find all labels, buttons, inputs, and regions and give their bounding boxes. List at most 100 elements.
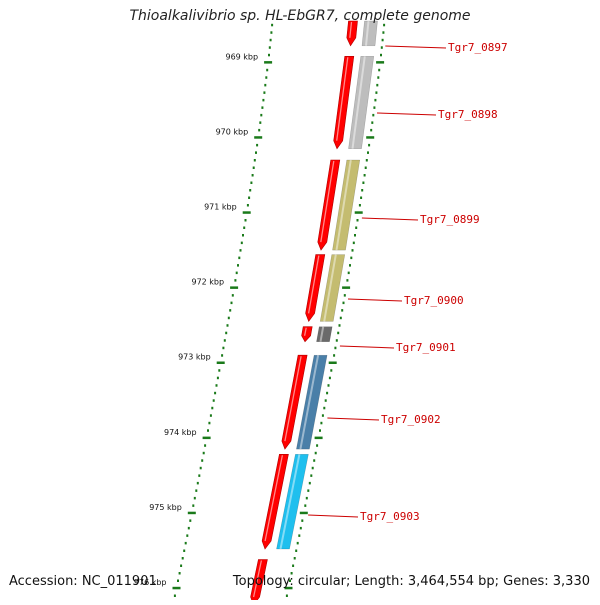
scale-dot: [192, 504, 195, 507]
scale-dot: [304, 504, 307, 507]
major-tick-inner: [172, 586, 181, 590]
scale-dot: [269, 38, 272, 42]
scale-dot: [196, 481, 199, 485]
scale-dot: [364, 166, 367, 169]
scale-dot: [180, 564, 183, 567]
cog-bar-shine: [351, 56, 366, 149]
gene-arrow-shine: [336, 57, 349, 141]
scale-dot: [207, 429, 209, 432]
cog-bar-shine: [335, 159, 352, 251]
scale-dot: [335, 339, 338, 342]
scale-dot: [211, 406, 214, 410]
scale-dot: [292, 564, 295, 567]
scale-dot: [238, 256, 241, 260]
gene-arrow-shine: [349, 21, 353, 38]
cog-bar: [319, 254, 346, 322]
major-tick-outer: [342, 286, 351, 289]
tick-label: 970 kbp: [216, 127, 249, 136]
scale-dot: [311, 466, 314, 470]
scale-dot: [258, 128, 261, 132]
scale-dot: [222, 346, 225, 350]
scale-dot: [370, 128, 373, 132]
scale-dot: [350, 256, 353, 260]
major-tick-inner: [230, 286, 239, 289]
scale-dot: [376, 83, 379, 87]
gene-arrow-shine: [284, 356, 302, 442]
scale-dot: [262, 98, 265, 102]
scale-dot: [307, 489, 310, 492]
label-leader: [308, 514, 359, 518]
accession-text: Accession: NC_011901: [9, 574, 157, 589]
tick-label: 973 kbp: [178, 353, 211, 362]
scale-dot: [361, 189, 364, 192]
gene-label: Tgr7_0903: [360, 510, 420, 523]
scale-dot: [383, 23, 386, 27]
scale-dot: [237, 264, 239, 267]
scale-dot: [381, 38, 384, 42]
scale-dot: [214, 391, 217, 395]
major-tick-outer: [314, 436, 323, 440]
scale-dot: [295, 549, 298, 552]
scale-dot: [221, 354, 224, 357]
gene-label: Tgr7_0897: [448, 41, 508, 54]
gene-arrow-shine: [252, 560, 263, 598]
major-tick-outer: [328, 361, 337, 364]
scale-dot: [346, 279, 349, 282]
cog-bar: [332, 159, 361, 251]
scale-dot: [339, 316, 342, 320]
scale-dot: [239, 249, 242, 252]
scale-dot: [298, 534, 301, 537]
major-tick-outer: [354, 211, 363, 214]
scale-dot: [204, 444, 207, 447]
genome-summary-text: Topology: circular; Length: 3,464,554 bp…: [232, 574, 590, 589]
scale-dot: [215, 384, 218, 387]
cog-bar: [276, 454, 309, 550]
scale-dot: [378, 68, 381, 72]
scale-dot: [355, 226, 358, 229]
gene-arrow: [301, 326, 313, 343]
scale-dot: [341, 309, 344, 312]
tick-label: 969 kbp: [225, 52, 258, 61]
major-tick-outer: [376, 61, 385, 64]
scale-dot: [319, 429, 321, 432]
scale-dot: [368, 143, 371, 147]
tick-label: 976 kbp: [134, 578, 167, 587]
scale-dot: [229, 309, 232, 312]
scale-dot: [178, 572, 181, 575]
scale-dot: [234, 279, 237, 282]
gene-arrow: [346, 20, 358, 47]
scale-dot: [212, 399, 215, 402]
scale-dot: [347, 271, 350, 275]
gene-label-layer: Tgr7_0897 Tgr7_0898 Tgr7_0899 Tgr7_0900 Tgr7…: [308, 41, 508, 523]
scale-dot: [367, 151, 369, 154]
scale-dot: [209, 414, 212, 417]
scale-dot: [316, 444, 319, 447]
scale-dot: [270, 31, 273, 34]
scale-dot: [243, 226, 246, 229]
major-tick-inner: [242, 211, 251, 214]
gene-arrow-shine: [303, 327, 307, 336]
scale-dot: [337, 331, 340, 335]
scale-dot: [250, 181, 253, 184]
scale-dot: [195, 489, 198, 492]
scale-dot: [327, 384, 330, 387]
major-tick-inner: [264, 61, 273, 64]
major-tick-inner: [202, 436, 211, 440]
scale-dot: [374, 98, 377, 102]
label-leader: [361, 217, 419, 221]
scale-dot: [246, 204, 249, 207]
scale-dot: [252, 166, 255, 169]
gene-layer: [250, 20, 378, 605]
scale-dot: [365, 159, 368, 162]
cog-bar-shine: [299, 355, 320, 450]
scale-dot: [186, 534, 189, 537]
scale-dot: [360, 196, 363, 199]
map-title: Thioalkalivibrio sp. HL-EbGR7, complete …: [129, 8, 471, 24]
scale-dot: [380, 53, 382, 57]
scale-dot: [296, 541, 299, 545]
scale-dot: [265, 76, 268, 79]
scale-dot: [363, 174, 366, 177]
scale-dot: [187, 526, 190, 530]
scale-dot: [263, 91, 266, 94]
cog-bar-shine: [279, 454, 301, 550]
